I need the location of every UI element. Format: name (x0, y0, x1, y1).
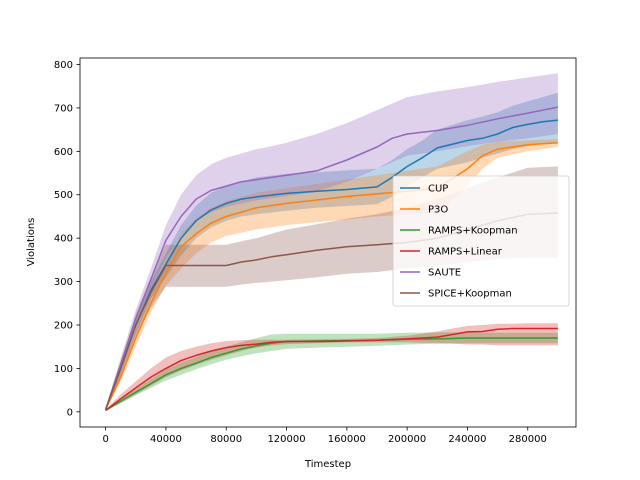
y-tick-label: 100 (54, 364, 73, 375)
y-tick-label: 800 (54, 60, 73, 71)
y-tick-label: 600 (54, 147, 73, 158)
y-tick-label: 400 (54, 234, 73, 245)
x-tick-label: 280000 (509, 434, 547, 445)
line-p3o (104, 141, 558, 410)
plot-frame (79, 57, 577, 428)
y-tick-label: 500 (54, 190, 73, 201)
y-tick-label: 300 (54, 277, 73, 288)
band-ramps-koopman (105, 332, 558, 411)
x-tick-label: 240000 (448, 434, 486, 445)
x-tick-label: 160000 (328, 434, 366, 445)
legend-label-ramps-linear: RAMPS+Linear (428, 247, 503, 258)
legend-box (392, 175, 570, 307)
legend-label-spice-koopman: SPICE+Koopman (428, 289, 512, 300)
x-axis-ticks: 0 40000 80000 120000 160000 200000 240000 28000… (102, 427, 547, 445)
band-ramps-linear (105, 323, 558, 411)
legend-label-cup: CUP (428, 184, 448, 195)
line-saute (104, 106, 559, 410)
legend-label-p3o: P3O (428, 205, 448, 216)
x-axis-label: Timestep (304, 459, 351, 470)
x-tick-label: 40000 (150, 434, 182, 445)
band-cup (105, 92, 558, 411)
band-saute (105, 73, 558, 411)
x-tick-label: 80000 (210, 434, 242, 445)
x-tick-label: 120000 (267, 434, 305, 445)
y-tick-label: 700 (54, 103, 73, 114)
y-axis-ticks: 0 100 200 300 400 500 600 700 800 (54, 60, 80, 418)
legend-label-saute: SAUTE (428, 268, 461, 279)
y-tick-label: 200 (54, 320, 73, 331)
x-tick-label: 0 (102, 434, 108, 445)
line-cup (104, 119, 558, 410)
line-ramps-koopman (105, 337, 558, 412)
line-ramps-linear (105, 327, 558, 412)
y-tick-label: 0 (67, 407, 73, 418)
legend: CUP P3O RAMPS+Koopman RAMPS+Linear SAUTE SPIC… (392, 175, 570, 307)
x-tick-label: 200000 (388, 434, 426, 445)
legend-label-ramps-koopman: RAMPS+Koopman (428, 226, 518, 237)
y-axis-label: Violations (26, 218, 37, 267)
